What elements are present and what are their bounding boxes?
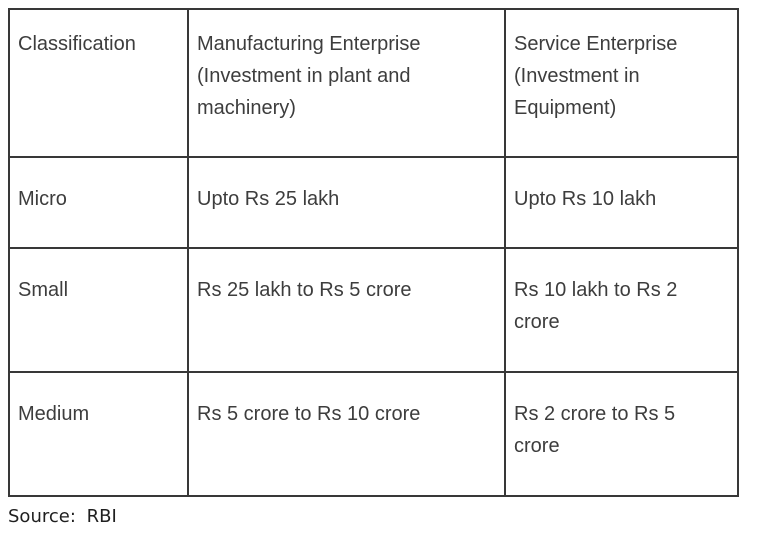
source-note: Source: RBI	[8, 506, 117, 527]
cell-small-service: Rs 10 lakh to Rs 2 crore	[504, 247, 739, 373]
table-row-micro: Micro Upto Rs 25 lakh Upto Rs 10 lakh	[8, 156, 739, 249]
table-row-medium: Medium Rs 5 crore to Rs 10 crore Rs 2 cr…	[8, 371, 739, 497]
cell-medium-manufacturing: Rs 5 crore to Rs 10 crore	[187, 371, 506, 497]
table-header-row: Classification Manufacturing Enterprise …	[8, 8, 739, 158]
cell-small-label: Small	[8, 247, 189, 373]
cell-medium-label: Medium	[8, 371, 189, 497]
header-cell-manufacturing: Manufacturing Enterprise (Investment in …	[187, 8, 506, 158]
cell-micro-manufacturing: Upto Rs 25 lakh	[187, 156, 506, 249]
cell-micro-label: Micro	[8, 156, 189, 249]
header-cell-service: Service Enterprise (Investment in Equipm…	[504, 8, 739, 158]
table-row-small: Small Rs 25 lakh to Rs 5 crore Rs 10 lak…	[8, 247, 739, 373]
msme-classification-table: Classification Manufacturing Enterprise …	[8, 8, 739, 497]
cell-small-manufacturing: Rs 25 lakh to Rs 5 crore	[187, 247, 506, 373]
cell-micro-service: Upto Rs 10 lakh	[504, 156, 739, 249]
header-cell-classification: Classification	[8, 8, 189, 158]
cell-medium-service: Rs 2 crore to Rs 5 crore	[504, 371, 739, 497]
